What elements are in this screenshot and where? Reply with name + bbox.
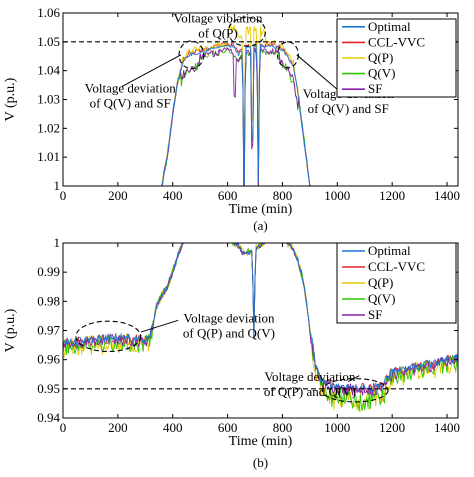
highlight-ellipse-1 (75, 320, 142, 353)
highlight-ellipse-3 (276, 41, 299, 69)
y-tick-label: 0.94 (37, 410, 60, 425)
legend-box (336, 18, 457, 98)
legend-label: Optimal (368, 243, 411, 258)
y-tick-label: 1.03 (37, 92, 60, 107)
y-tick-label: 1 (54, 235, 61, 250)
legend-label: SF (368, 307, 382, 322)
y-tick-label: 1.02 (37, 120, 60, 135)
annotation-text-1: Voltage violation of Q(P) (174, 11, 263, 41)
panel-caption: (b) (253, 455, 268, 470)
x-tick-label: 1000 (324, 420, 350, 435)
y-tick-label: 1.01 (37, 149, 60, 164)
legend-label: Optimal (368, 19, 411, 34)
annotation-text-2: Voltage deviation of Q(P) and Q(V) (264, 369, 356, 399)
legend-label: Q(P) (368, 275, 393, 290)
legend-label: CCL-VVC (368, 259, 425, 274)
x-tick-label: 1200 (379, 188, 405, 203)
y-tick-label: 0.98 (37, 293, 60, 308)
series-line-q-p- (160, 22, 311, 186)
highlight-ellipse-2 (321, 378, 389, 403)
annotation-text-2: Voltage deviation of Q(V) and SF (85, 80, 177, 110)
x-tick-label: 1400 (434, 420, 460, 435)
legend-label: Q(V) (368, 66, 395, 81)
x-tick-label: 200 (108, 420, 128, 435)
y-tick-label: 1.05 (37, 34, 60, 49)
legend-label: CCL-VVC (368, 34, 425, 49)
y-axis-label: V (p.u.) (3, 77, 18, 121)
x-tick-label: 400 (163, 420, 183, 435)
x-tick-label: 800 (273, 188, 293, 203)
panel-caption: (a) (253, 218, 267, 233)
highlight-ellipse-1 (178, 40, 205, 70)
series-line-ccl-vvc (161, 42, 311, 186)
series-line-q-p- (63, 243, 458, 412)
y-axis-label: V (p.u.) (3, 308, 18, 352)
y-tick-label: 0.99 (37, 264, 60, 279)
chart-panel-a: 0 200 400 600 800 1000 1200 1400 1 1.01 1.02 1.03 1.… (3, 5, 460, 233)
x-tick-label: 0 (60, 420, 67, 435)
x-axis-label: Time (min) (229, 434, 293, 449)
y-tick-label: 0.96 (37, 352, 60, 367)
x-tick-label: 1200 (379, 420, 405, 435)
x-tick-label: 0 (60, 188, 67, 203)
series-lines (160, 22, 312, 186)
x-tick-label: 1400 (434, 188, 460, 203)
x-tick-label: 400 (163, 188, 183, 203)
y-tick-label: 0.95 (37, 381, 60, 396)
annotation-pointer-2 (296, 54, 338, 90)
series-line-optimal (161, 44, 311, 186)
x-tick-label: 1000 (324, 188, 350, 203)
chart-panel-b: 0 200 400 600 800 1000 1200 1400 0.94 0.95 0.96 0.9… (3, 235, 460, 470)
series-line-optimal (63, 243, 458, 392)
y-tick-label: 0.97 (37, 323, 60, 338)
highlight-ellipse-2 (227, 16, 266, 47)
x-tick-label: 600 (218, 188, 238, 203)
y-tick-label: 1.06 (37, 5, 60, 20)
x-tick-label: 800 (273, 420, 293, 435)
x-tick-label: 200 (108, 188, 128, 203)
y-tick-label: 1.04 (37, 63, 60, 78)
legend-label: Q(V) (368, 291, 395, 306)
legend-label: Q(P) (368, 50, 393, 65)
legend-label: SF (368, 81, 382, 96)
annotation-pointer-1 (141, 319, 179, 333)
x-tick-label: 600 (218, 420, 238, 435)
annotation-text-1: Voltage deviation of Q(P) and Q(V) (183, 311, 275, 341)
annotation-pointer-2 (348, 375, 360, 382)
y-tick-label: 1 (54, 178, 61, 193)
x-axis-label: Time (min) (229, 202, 293, 217)
annotation-pointer-1 (121, 54, 182, 87)
